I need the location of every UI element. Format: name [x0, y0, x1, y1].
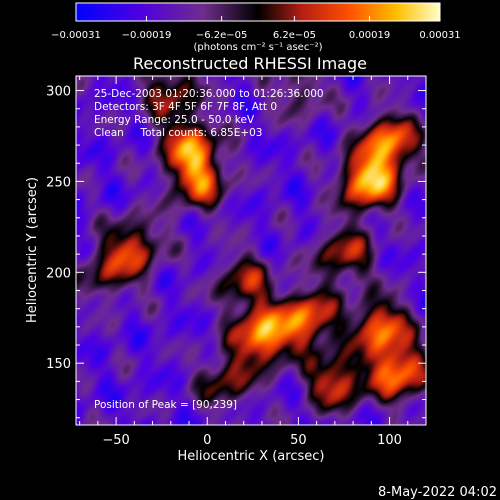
colorbar-tick-label: 6.2e−05 [273, 30, 316, 41]
x-tick-label: 100 [377, 433, 402, 448]
y-tick-label: 250 [46, 175, 71, 190]
annotation-counts: Clean Total counts: 6.85E+03 [94, 127, 263, 139]
plot-frame [75, 75, 427, 426]
footer-date: 8-May-2022 04:02 [378, 485, 497, 500]
colorbar-tick-label: −0.00031 [51, 30, 101, 41]
x-axis-title: Heliocentric X (arcsec) [178, 449, 325, 464]
colorbar [75, 2, 441, 22]
annotation-detectors: Detectors: 3F 4F 5F 6F 7F 8F, Att 0 [94, 101, 277, 113]
peak-position-label: Position of Peak = [90,239] [94, 399, 237, 411]
axis-ticks: −50 0 50 100 150 200 250 300 [46, 76, 427, 448]
chart-title: Reconstructed RHESSI Image [133, 54, 367, 73]
y-tick-label: 200 [46, 266, 71, 281]
x-tick-label: 50 [290, 433, 307, 448]
x-tick-label: −50 [102, 433, 129, 448]
colorbar-tick-label: 0.00031 [419, 30, 460, 41]
colorbar-tick-label: 0.00019 [349, 30, 390, 41]
colorbar-unit-label: (photons cm⁻² s⁻¹ asec⁻²) [193, 42, 322, 53]
colorbar-tick-label: −6.2e−05 [196, 30, 248, 41]
annotation-time: 25-Dec-2003 01:20:36.000 to 01:26:36.000 [94, 88, 324, 100]
colorbar-tick-label: −0.00019 [122, 30, 172, 41]
x-tick-label: 0 [203, 433, 211, 448]
y-axis-title: Heliocentric Y (arcsec) [25, 177, 40, 323]
y-tick-label: 150 [46, 357, 71, 372]
heatmap-image-frame [76, 76, 426, 425]
heatmap-image [76, 76, 426, 425]
y-tick-label: 300 [46, 85, 71, 100]
annotation-energy: Energy Range: 25.0 - 50.0 keV [94, 114, 255, 126]
colorbar-ticks: −0.00031 −0.00019 −6.2e−05 6.2e−05 0.00019 0.… [51, 16, 461, 41]
